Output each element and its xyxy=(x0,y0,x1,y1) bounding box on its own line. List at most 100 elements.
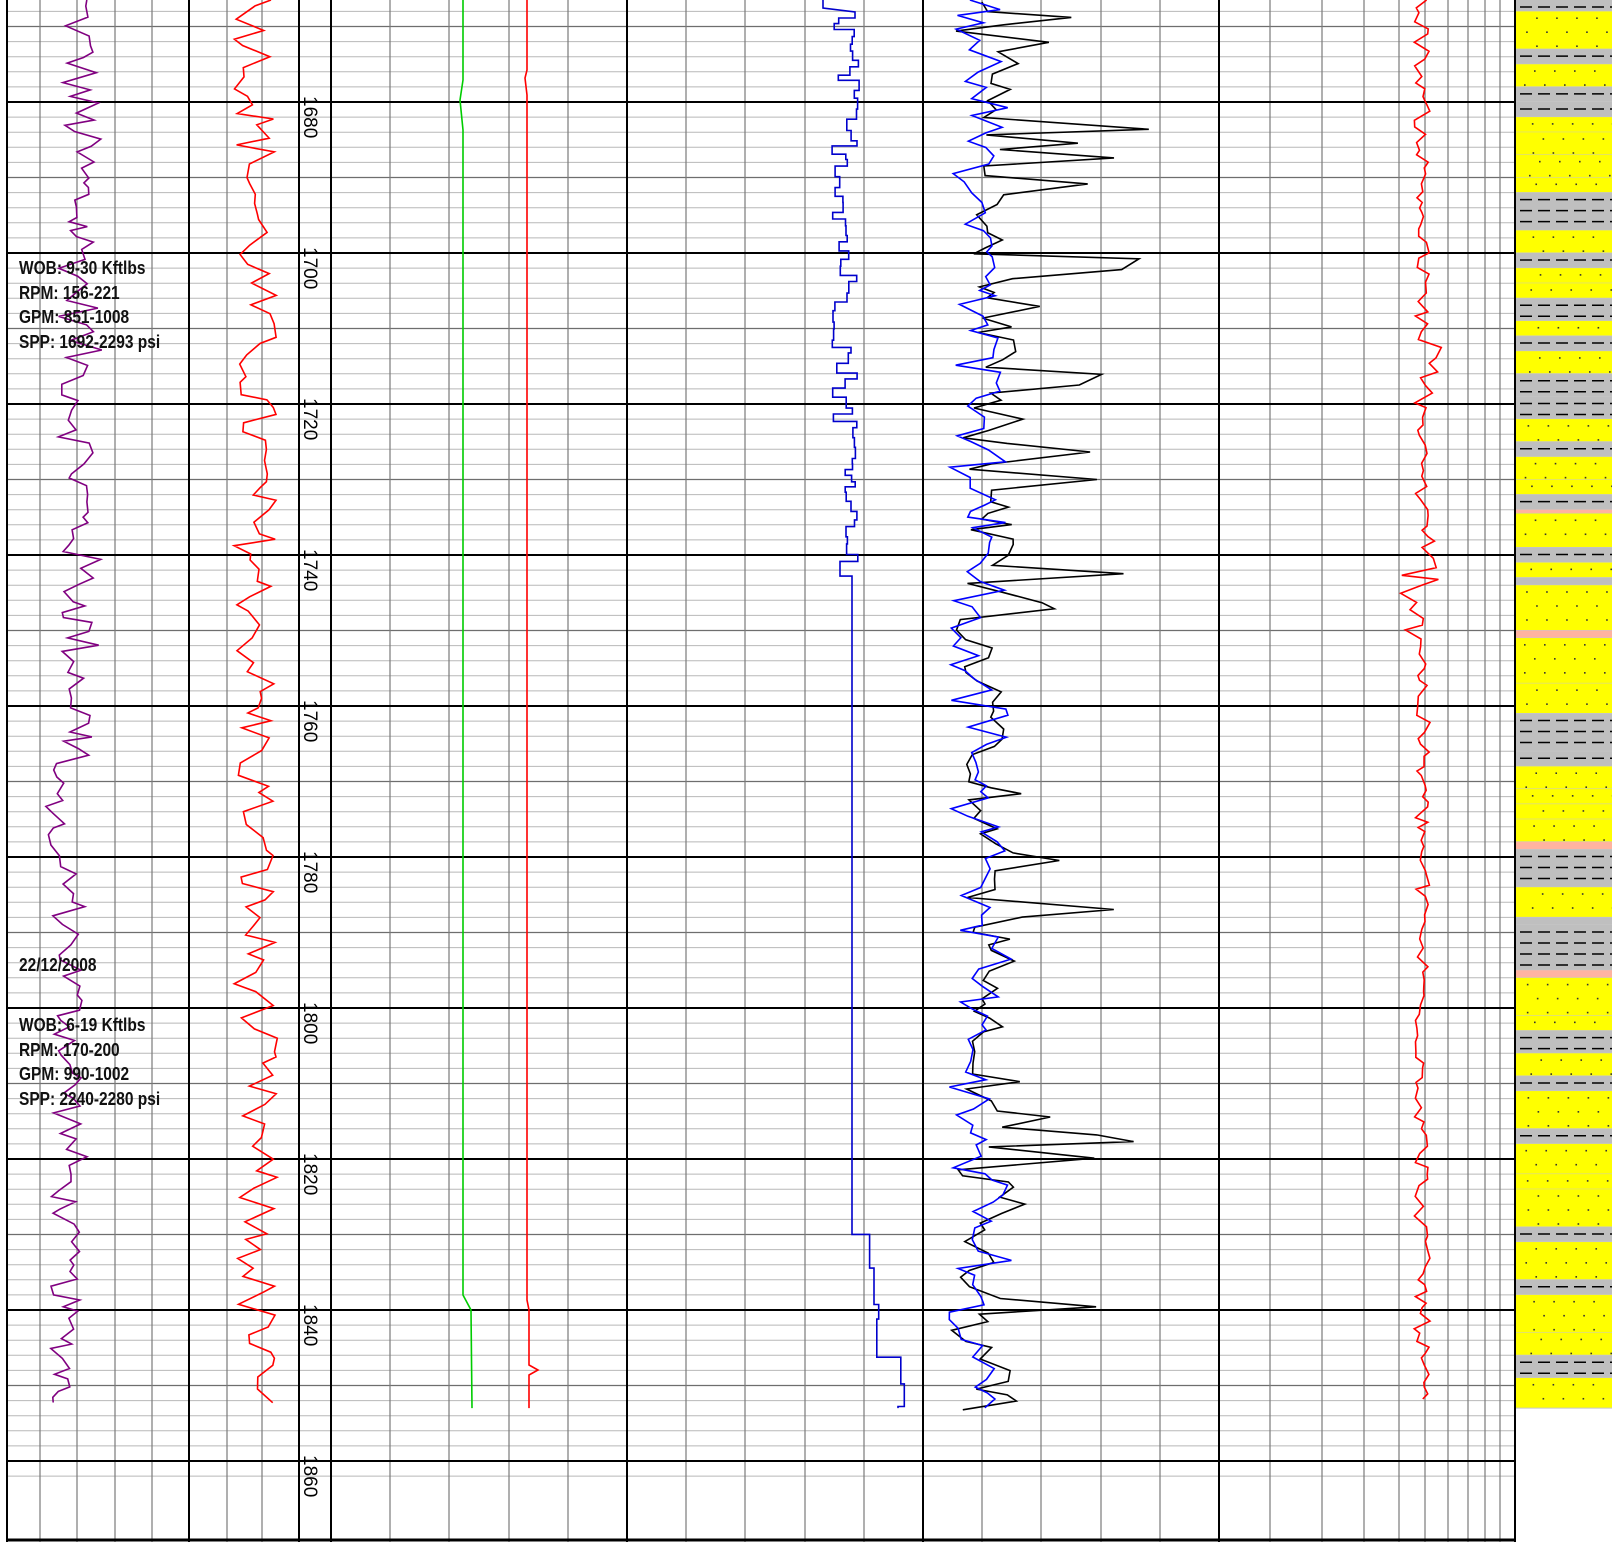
track-grid xyxy=(7,0,1515,1542)
sand-dot xyxy=(1605,1262,1608,1264)
gas-curve-green xyxy=(459,0,473,1409)
sand-dot xyxy=(1607,1097,1610,1099)
sand-dot xyxy=(1567,1097,1570,1099)
sand-dot xyxy=(1556,17,1558,19)
lithology-sand xyxy=(1516,766,1612,790)
lithology-sand xyxy=(1516,1189,1612,1227)
sand-dot xyxy=(1526,983,1529,986)
sand-dot xyxy=(1590,568,1593,571)
sand-dot xyxy=(1530,289,1533,291)
depth-label: 1820 xyxy=(299,1153,320,1195)
sand-dot xyxy=(1570,568,1573,571)
sand-dot xyxy=(1593,1328,1595,1331)
sand-dot xyxy=(1571,123,1574,125)
lithology-shale xyxy=(1516,849,1612,888)
sand-dot xyxy=(1537,1195,1540,1197)
sand-dot xyxy=(1603,839,1605,841)
sand-dot xyxy=(1535,1163,1538,1166)
stepped-curve-blue xyxy=(822,0,906,1409)
sand-dot xyxy=(1560,1338,1563,1341)
sand-dot xyxy=(1572,152,1575,154)
sand-dot xyxy=(1530,1352,1533,1355)
sand-dot xyxy=(1596,45,1598,47)
lithology-limestone xyxy=(1516,630,1612,639)
annotation-line: 22/12/2008 xyxy=(19,955,97,975)
lithology-limestone xyxy=(1516,841,1612,850)
sand-dot xyxy=(1599,160,1601,163)
sand-dot xyxy=(1586,591,1588,593)
sand-dot xyxy=(1604,533,1607,536)
sand-dot xyxy=(1576,17,1578,19)
sand-dot xyxy=(1606,1011,1609,1014)
track5-curve-red xyxy=(1398,0,1443,1400)
sand-dot xyxy=(1595,772,1598,774)
sand-dot xyxy=(1560,1059,1563,1061)
annotation-line: WOB: 9-30 Kftlbs xyxy=(19,258,146,278)
sand-dot xyxy=(1552,1383,1555,1386)
sand-dot xyxy=(1555,1163,1558,1166)
sand-dot xyxy=(1565,786,1568,788)
sand-dot xyxy=(1582,138,1585,140)
sand-dot xyxy=(1582,1397,1585,1400)
sand-dot xyxy=(1542,1397,1545,1400)
depth-label: 1800 xyxy=(299,1002,320,1044)
sand-dot xyxy=(1569,371,1571,373)
lithology-sand xyxy=(1516,1091,1612,1129)
lithology-shale xyxy=(1516,0,1612,12)
sand-dot xyxy=(1584,476,1587,479)
sand-dot xyxy=(1529,174,1531,177)
lithology-sand xyxy=(1516,1174,1612,1190)
sand-dot xyxy=(1529,371,1531,373)
sand-dot xyxy=(1570,289,1573,291)
gas-curve-blue xyxy=(947,0,1014,1409)
lithology-sand xyxy=(1516,819,1612,842)
lithology-shale xyxy=(1516,373,1612,397)
sand-dot xyxy=(1554,1021,1556,1024)
sand-dot xyxy=(1534,462,1537,465)
sand-dot xyxy=(1574,519,1577,522)
sand-dot xyxy=(1606,31,1608,33)
sand-dot xyxy=(1539,160,1541,163)
sand-dot xyxy=(1555,772,1558,774)
sand-dot xyxy=(1545,1262,1548,1264)
sand-dot xyxy=(1526,703,1528,705)
sand-dot xyxy=(1553,1300,1555,1303)
sand-dot xyxy=(1546,1180,1549,1182)
sand-dot xyxy=(1590,1073,1593,1075)
sand-dot xyxy=(1566,703,1568,705)
sand-dot xyxy=(1566,1011,1569,1014)
sand-dot xyxy=(1609,174,1611,177)
sand-dot xyxy=(1576,997,1579,1000)
depth-label: 1840 xyxy=(299,1304,320,1346)
sand-dot xyxy=(1550,289,1553,291)
sand-dot xyxy=(1606,983,1609,986)
sand-dot xyxy=(1594,519,1597,522)
sand-dot xyxy=(1567,1209,1570,1211)
sand-dot xyxy=(1584,644,1586,646)
sand-dot xyxy=(1596,689,1598,691)
sand-dot xyxy=(1554,519,1557,522)
sand-dot xyxy=(1591,907,1594,909)
sand-dot xyxy=(1527,1125,1530,1127)
sand-dot xyxy=(1537,326,1540,329)
sand-dot xyxy=(1586,1180,1589,1182)
sand-dot xyxy=(1571,907,1574,909)
sand-dot xyxy=(1537,1223,1540,1225)
sand-dot xyxy=(1574,658,1576,660)
lithology-sand xyxy=(1516,419,1612,442)
sand-dot xyxy=(1555,1276,1558,1278)
log-curves xyxy=(44,0,1443,1411)
sand-dot xyxy=(1541,893,1544,895)
sand-dot xyxy=(1564,672,1566,674)
sand-dot xyxy=(1536,997,1539,1000)
sand-dot xyxy=(1597,326,1600,329)
sand-dot xyxy=(1535,1276,1538,1278)
sand-dot xyxy=(1562,1397,1565,1400)
lithology-sand xyxy=(1516,562,1612,578)
sand-dot xyxy=(1546,619,1548,621)
sand-dot xyxy=(1577,326,1580,329)
sand-dot xyxy=(1557,1111,1560,1113)
sand-dot xyxy=(1575,772,1578,774)
sand-dot xyxy=(1540,1338,1543,1341)
lithology-sand xyxy=(1516,1377,1612,1409)
